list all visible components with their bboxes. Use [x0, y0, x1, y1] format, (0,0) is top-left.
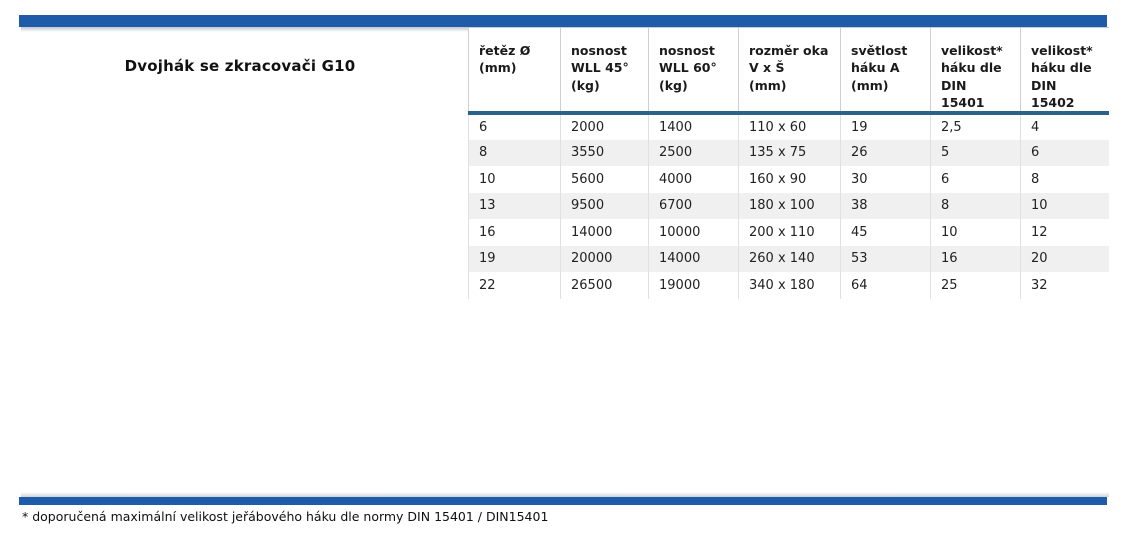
table-cell: 8 — [1020, 166, 1109, 193]
table-cell: 180 x 100 — [738, 192, 841, 219]
column-header-wll-60: nosnost WLL 60° (kg) — [648, 28, 739, 115]
table-cell: 30 — [840, 166, 931, 193]
table-cell: 53 — [840, 245, 931, 272]
spec-table: řetěz Ø (mm) nosnost WLL 45° (kg) nosnos… — [468, 28, 1109, 299]
table-cell: 160 x 90 — [738, 166, 841, 193]
table-cell: 12 — [1020, 219, 1109, 246]
table-cell: 6 — [930, 166, 1021, 193]
table-row: 8 3550 2500 135 x 75 26 5 6 — [468, 139, 1109, 166]
table-cell: 6 — [468, 113, 561, 140]
table-cell: 8 — [930, 192, 1021, 219]
table-cell: 135 x 75 — [738, 139, 841, 166]
table-cell: 10 — [930, 219, 1021, 246]
column-header-wll-45: nosnost WLL 45° (kg) — [560, 28, 649, 115]
table-cell: 22 — [468, 272, 561, 299]
table-cell: 26 — [840, 139, 931, 166]
table-cell: 19 — [840, 113, 931, 140]
table-cell: 8 — [468, 139, 561, 166]
table-cell: 4000 — [648, 166, 739, 193]
table-cell: 110 x 60 — [738, 113, 841, 140]
table-cell: 1400 — [648, 113, 739, 140]
table-header-row: řetěz Ø (mm) nosnost WLL 45° (kg) nosnos… — [468, 28, 1109, 115]
table-cell: 19 — [468, 245, 561, 272]
table-row: 10 5600 4000 160 x 90 30 6 8 — [468, 166, 1109, 193]
bottom-accent-bar — [19, 492, 1109, 505]
table-cell: 4 — [1020, 113, 1109, 140]
table-row: 6 2000 1400 110 x 60 19 2,5 4 — [468, 113, 1109, 140]
table-cell: 16 — [468, 219, 561, 246]
table-cell: 10 — [1020, 192, 1109, 219]
table-cell: 200 x 110 — [738, 219, 841, 246]
table-cell: 2000 — [560, 113, 649, 140]
table-row: 13 9500 6700 180 x 100 38 8 10 — [468, 192, 1109, 219]
table-cell: 64 — [840, 272, 931, 299]
footnote: * doporučená maximální velikost jeřábové… — [22, 509, 549, 524]
table-cell: 260 x 140 — [738, 245, 841, 272]
table-row: 22 26500 19000 340 x 180 64 25 32 — [468, 272, 1109, 299]
table-cell: 38 — [840, 192, 931, 219]
table-cell: 45 — [840, 219, 931, 246]
table-cell: 14000 — [648, 245, 739, 272]
table-cell: 9500 — [560, 192, 649, 219]
column-header-eye-size: rozměr oka V x Š (mm) — [738, 28, 841, 115]
table-cell: 19000 — [648, 272, 739, 299]
table-cell: 2,5 — [930, 113, 1021, 140]
table-row: 19 20000 14000 260 x 140 53 16 20 — [468, 245, 1109, 272]
table-cell: 13 — [468, 192, 561, 219]
table-cell: 20 — [1020, 245, 1109, 272]
table-cell: 10 — [468, 166, 561, 193]
table-cell: 10000 — [648, 219, 739, 246]
page-title: Dvojhák se zkracovači G10 — [124, 57, 356, 75]
table-row: 16 14000 10000 200 x 110 45 10 12 — [468, 219, 1109, 246]
column-header-chain-diameter: řetěz Ø (mm) — [468, 28, 561, 115]
table-cell: 25 — [930, 272, 1021, 299]
table-cell: 5 — [930, 139, 1021, 166]
table-cell: 3550 — [560, 139, 649, 166]
table-cell: 2500 — [648, 139, 739, 166]
table-cell: 340 x 180 — [738, 272, 841, 299]
table-cell: 6 — [1020, 139, 1109, 166]
column-header-hook-clearance: světlost háku A (mm) — [840, 28, 931, 115]
title-block: Dvojhák se zkracovači G10 — [20, 30, 460, 102]
table-cell: 14000 — [560, 219, 649, 246]
table-cell: 16 — [930, 245, 1021, 272]
table-cell: 32 — [1020, 272, 1109, 299]
table-cell: 5600 — [560, 166, 649, 193]
column-header-hook-size-din15402: velikost* háku dle DIN 15402 — [1020, 28, 1109, 115]
table-cell: 20000 — [560, 245, 649, 272]
table-cell: 26500 — [560, 272, 649, 299]
column-header-hook-size-din15401: velikost* háku dle DIN 15401 — [930, 28, 1021, 115]
top-accent-bar — [19, 15, 1109, 32]
table-cell: 6700 — [648, 192, 739, 219]
